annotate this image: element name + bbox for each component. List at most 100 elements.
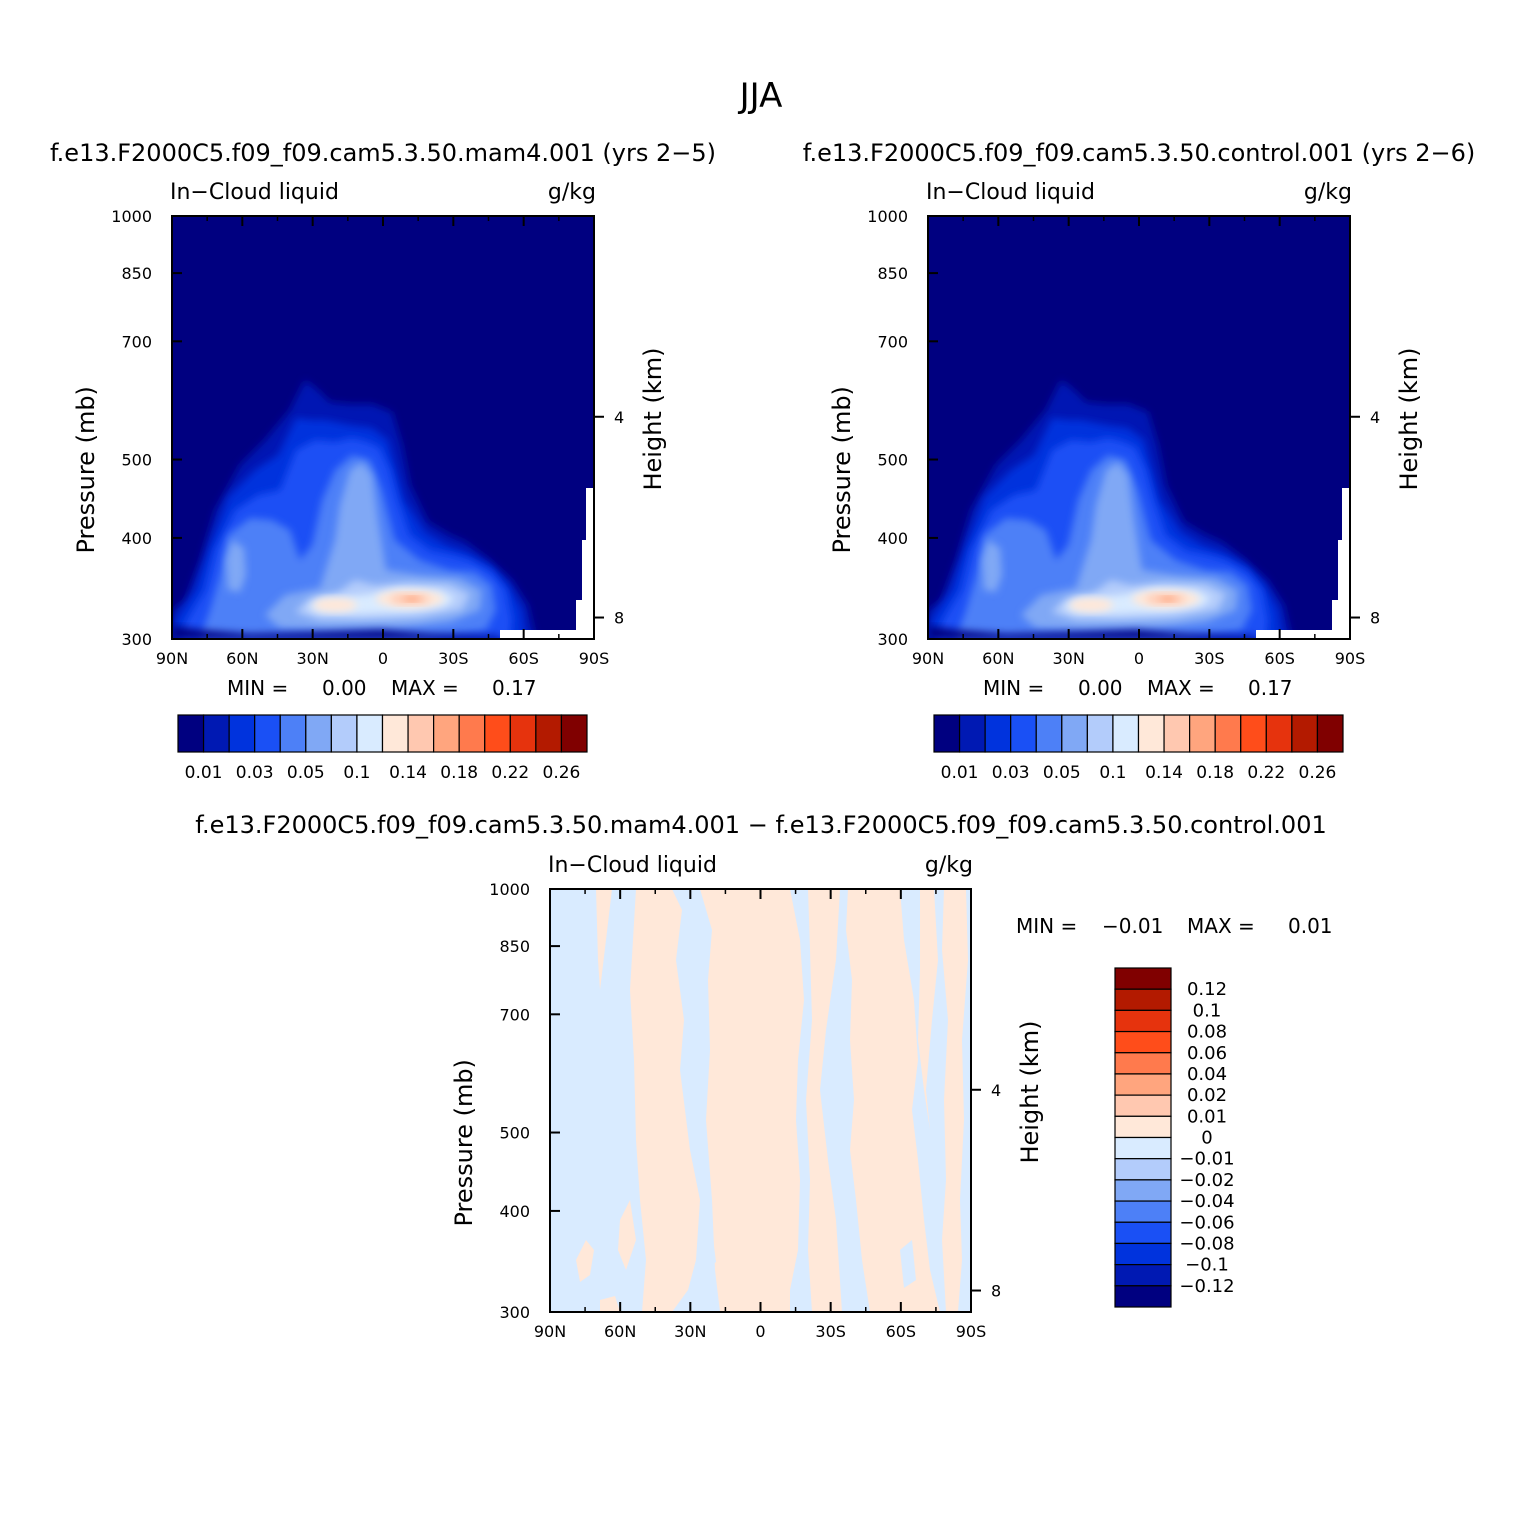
colorbar-swatch — [1114, 1030, 1172, 1054]
y-axis-title: Pressure (mb) — [72, 386, 100, 553]
colorbar-swatch — [933, 714, 961, 753]
panel-right-axes: 90N 60N 30N 0 30S 60S 90S 300 400 500 700 850 1000 8 4… — [828, 207, 1423, 668]
colorbar-tick-label: 0.26 — [543, 763, 581, 783]
panel-right-title: f.e13.F2000C5.f09_f09.cam5.3.50.control.… — [803, 139, 1476, 167]
panel-difference-colorbar: 0.120.10.080.060.040.020.010−0.01−0.02−0… — [1114, 967, 1235, 1308]
y-tick-label: 700 — [121, 332, 152, 351]
colorbar-tick-label: 0.08 — [1187, 1022, 1227, 1043]
colorbar-swatch — [1061, 714, 1088, 753]
colorbar-tick-label: −0.1 — [1185, 1255, 1229, 1276]
panel-difference-axes: 90N 60N 30N 0 30S 60S 90S 300 400 500 700 850 1000 8 4… — [450, 880, 1044, 1341]
colorbar-tick-label: −0.08 — [1179, 1233, 1234, 1254]
colorbar-swatch — [330, 714, 358, 753]
panel-right-min-value: 0.00 — [1078, 676, 1123, 700]
y-axis-title: Pressure (mb) — [828, 386, 856, 553]
panel-left-max-value: 0.17 — [492, 676, 537, 700]
panel-left-min-value: 0.00 — [322, 676, 367, 700]
panel-right-variable-label: In−Cloud liquid — [926, 180, 1095, 205]
y-tick-label: 850 — [877, 264, 908, 283]
colorbar-swatch — [1114, 1179, 1172, 1202]
panel-left: f.e13.F2000C5.f09_f09.cam5.3.50.mam4.001… — [50, 139, 716, 783]
y2-tick-label: 8 — [1370, 609, 1380, 628]
colorbar-swatch — [407, 714, 435, 753]
colorbar-tick-label: 0.04 — [1187, 1064, 1227, 1085]
x-tick-label: 30S — [438, 649, 469, 668]
panel-left-contour-field — [172, 216, 594, 639]
x-tick-label: 60N — [982, 649, 1014, 668]
colorbar-swatch — [1114, 1158, 1172, 1181]
colorbar-swatch — [381, 714, 409, 753]
y2-tick-label: 4 — [991, 1081, 1001, 1100]
colorbar-swatch — [1035, 714, 1063, 753]
colorbar-swatch — [1112, 714, 1140, 753]
y2-tick-label: 8 — [614, 609, 624, 628]
x-tick-label: 60S — [508, 649, 539, 668]
colorbar-swatch — [1316, 714, 1344, 753]
y-tick-label: 700 — [877, 332, 908, 351]
y-tick-label: 300 — [499, 1303, 530, 1322]
colorbar-tick-label: −0.01 — [1179, 1149, 1234, 1170]
colorbar-swatch — [356, 714, 384, 753]
panel-difference-min-value: −0.01 — [1102, 914, 1163, 938]
colorbar-tick-label: 0.22 — [491, 763, 529, 783]
y2-tick-label: 4 — [1370, 408, 1380, 427]
panel-difference-max-value: 0.01 — [1288, 914, 1333, 938]
colorbar-tick-label: −0.06 — [1179, 1212, 1234, 1233]
x-tick-label: 60S — [1264, 649, 1295, 668]
colorbar-swatch — [1114, 1136, 1172, 1160]
colorbar-swatch — [1114, 1264, 1172, 1287]
colorbar-tick-label: 0.05 — [287, 763, 325, 783]
y2-tick-label: 8 — [991, 1282, 1001, 1301]
colorbar-tick-label: 0.22 — [1247, 763, 1285, 783]
colorbar-tick-label: 0.18 — [1196, 763, 1234, 783]
colorbar-swatch — [254, 714, 281, 753]
y-tick-label: 400 — [499, 1202, 530, 1221]
colorbar-tick-label: 0.1 — [1099, 763, 1126, 783]
x-tick-label: 30N — [297, 649, 329, 668]
panel-left-min-label: MIN = — [227, 676, 288, 700]
colorbar-swatch — [1189, 714, 1216, 753]
colorbar-tick-label: 0.01 — [941, 763, 979, 783]
y-tick-label: 400 — [877, 529, 908, 548]
y-tick-label: 850 — [121, 264, 152, 283]
colorbar-swatch — [1114, 988, 1172, 1011]
colorbar-tick-label: 0.02 — [1187, 1085, 1227, 1106]
colorbar-swatch — [458, 714, 486, 753]
figure-title: JJA — [738, 76, 783, 116]
x-tick-label: 0 — [1134, 649, 1144, 668]
y-tick-label: 1000 — [111, 207, 152, 226]
colorbar-swatch — [1114, 967, 1172, 990]
colorbar-swatch — [279, 714, 307, 753]
y2-axis-title: Height (km) — [1016, 1021, 1044, 1164]
colorbar-swatch — [1114, 1242, 1172, 1266]
y-tick-label: 1000 — [867, 207, 908, 226]
colorbar-tick-label: 0.12 — [1187, 979, 1227, 1000]
x-tick-label: 60S — [886, 1322, 917, 1341]
colorbar-tick-label: −0.04 — [1179, 1191, 1234, 1212]
colorbar-tick-label: 0.01 — [1187, 1106, 1227, 1127]
x-tick-label: 90N — [912, 649, 944, 668]
x-tick-label: 90S — [1335, 649, 1366, 668]
colorbar-swatch — [1163, 714, 1191, 753]
x-tick-label: 90N — [534, 1322, 566, 1341]
colorbar-swatch — [535, 714, 563, 753]
colorbar-swatch — [1265, 714, 1293, 753]
x-tick-label: 30N — [674, 1322, 706, 1341]
panel-difference-contour-field — [550, 889, 971, 1312]
colorbar-swatch — [1114, 1285, 1172, 1308]
panel-difference-variable-label: In−Cloud liquid — [548, 853, 717, 878]
x-tick-label: 0 — [378, 649, 388, 668]
y-tick-label: 700 — [499, 1005, 530, 1024]
y-tick-label: 400 — [121, 529, 152, 548]
colorbar-tick-label: 0.14 — [1145, 763, 1183, 783]
colorbar-swatch — [305, 714, 332, 753]
colorbar-tick-label: −0.02 — [1179, 1170, 1234, 1191]
panel-right: f.e13.F2000C5.f09_f09.cam5.3.50.control.… — [803, 139, 1476, 783]
colorbar-swatch — [484, 714, 511, 753]
colorbar-swatch — [1114, 1221, 1172, 1245]
panel-left-colorbar: 0.01 0.03 0.05 0.1 0.14 0.18 0.22 0.26 — [177, 714, 588, 783]
x-tick-label: 30N — [1053, 649, 1085, 668]
colorbar-tick-label: 0.1 — [343, 763, 370, 783]
x-tick-label: 90S — [956, 1322, 987, 1341]
y2-axis-title: Height (km) — [639, 348, 667, 491]
